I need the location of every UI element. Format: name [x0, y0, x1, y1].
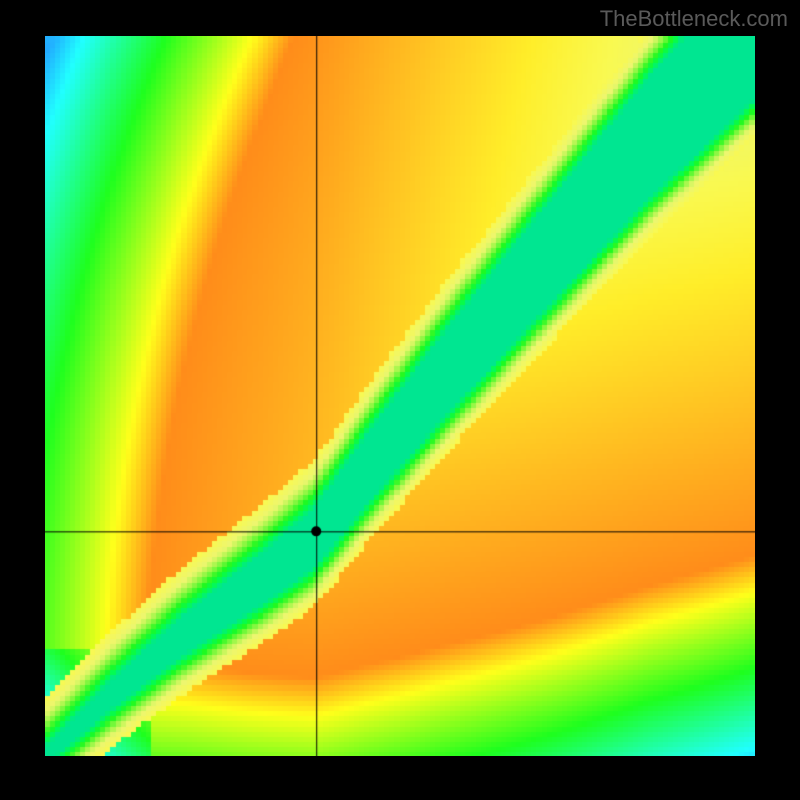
- chart-area: [45, 36, 755, 756]
- outer-frame: TheBottleneck.com: [0, 0, 800, 800]
- heatmap-canvas: [45, 36, 755, 756]
- watermark-text: TheBottleneck.com: [600, 6, 788, 32]
